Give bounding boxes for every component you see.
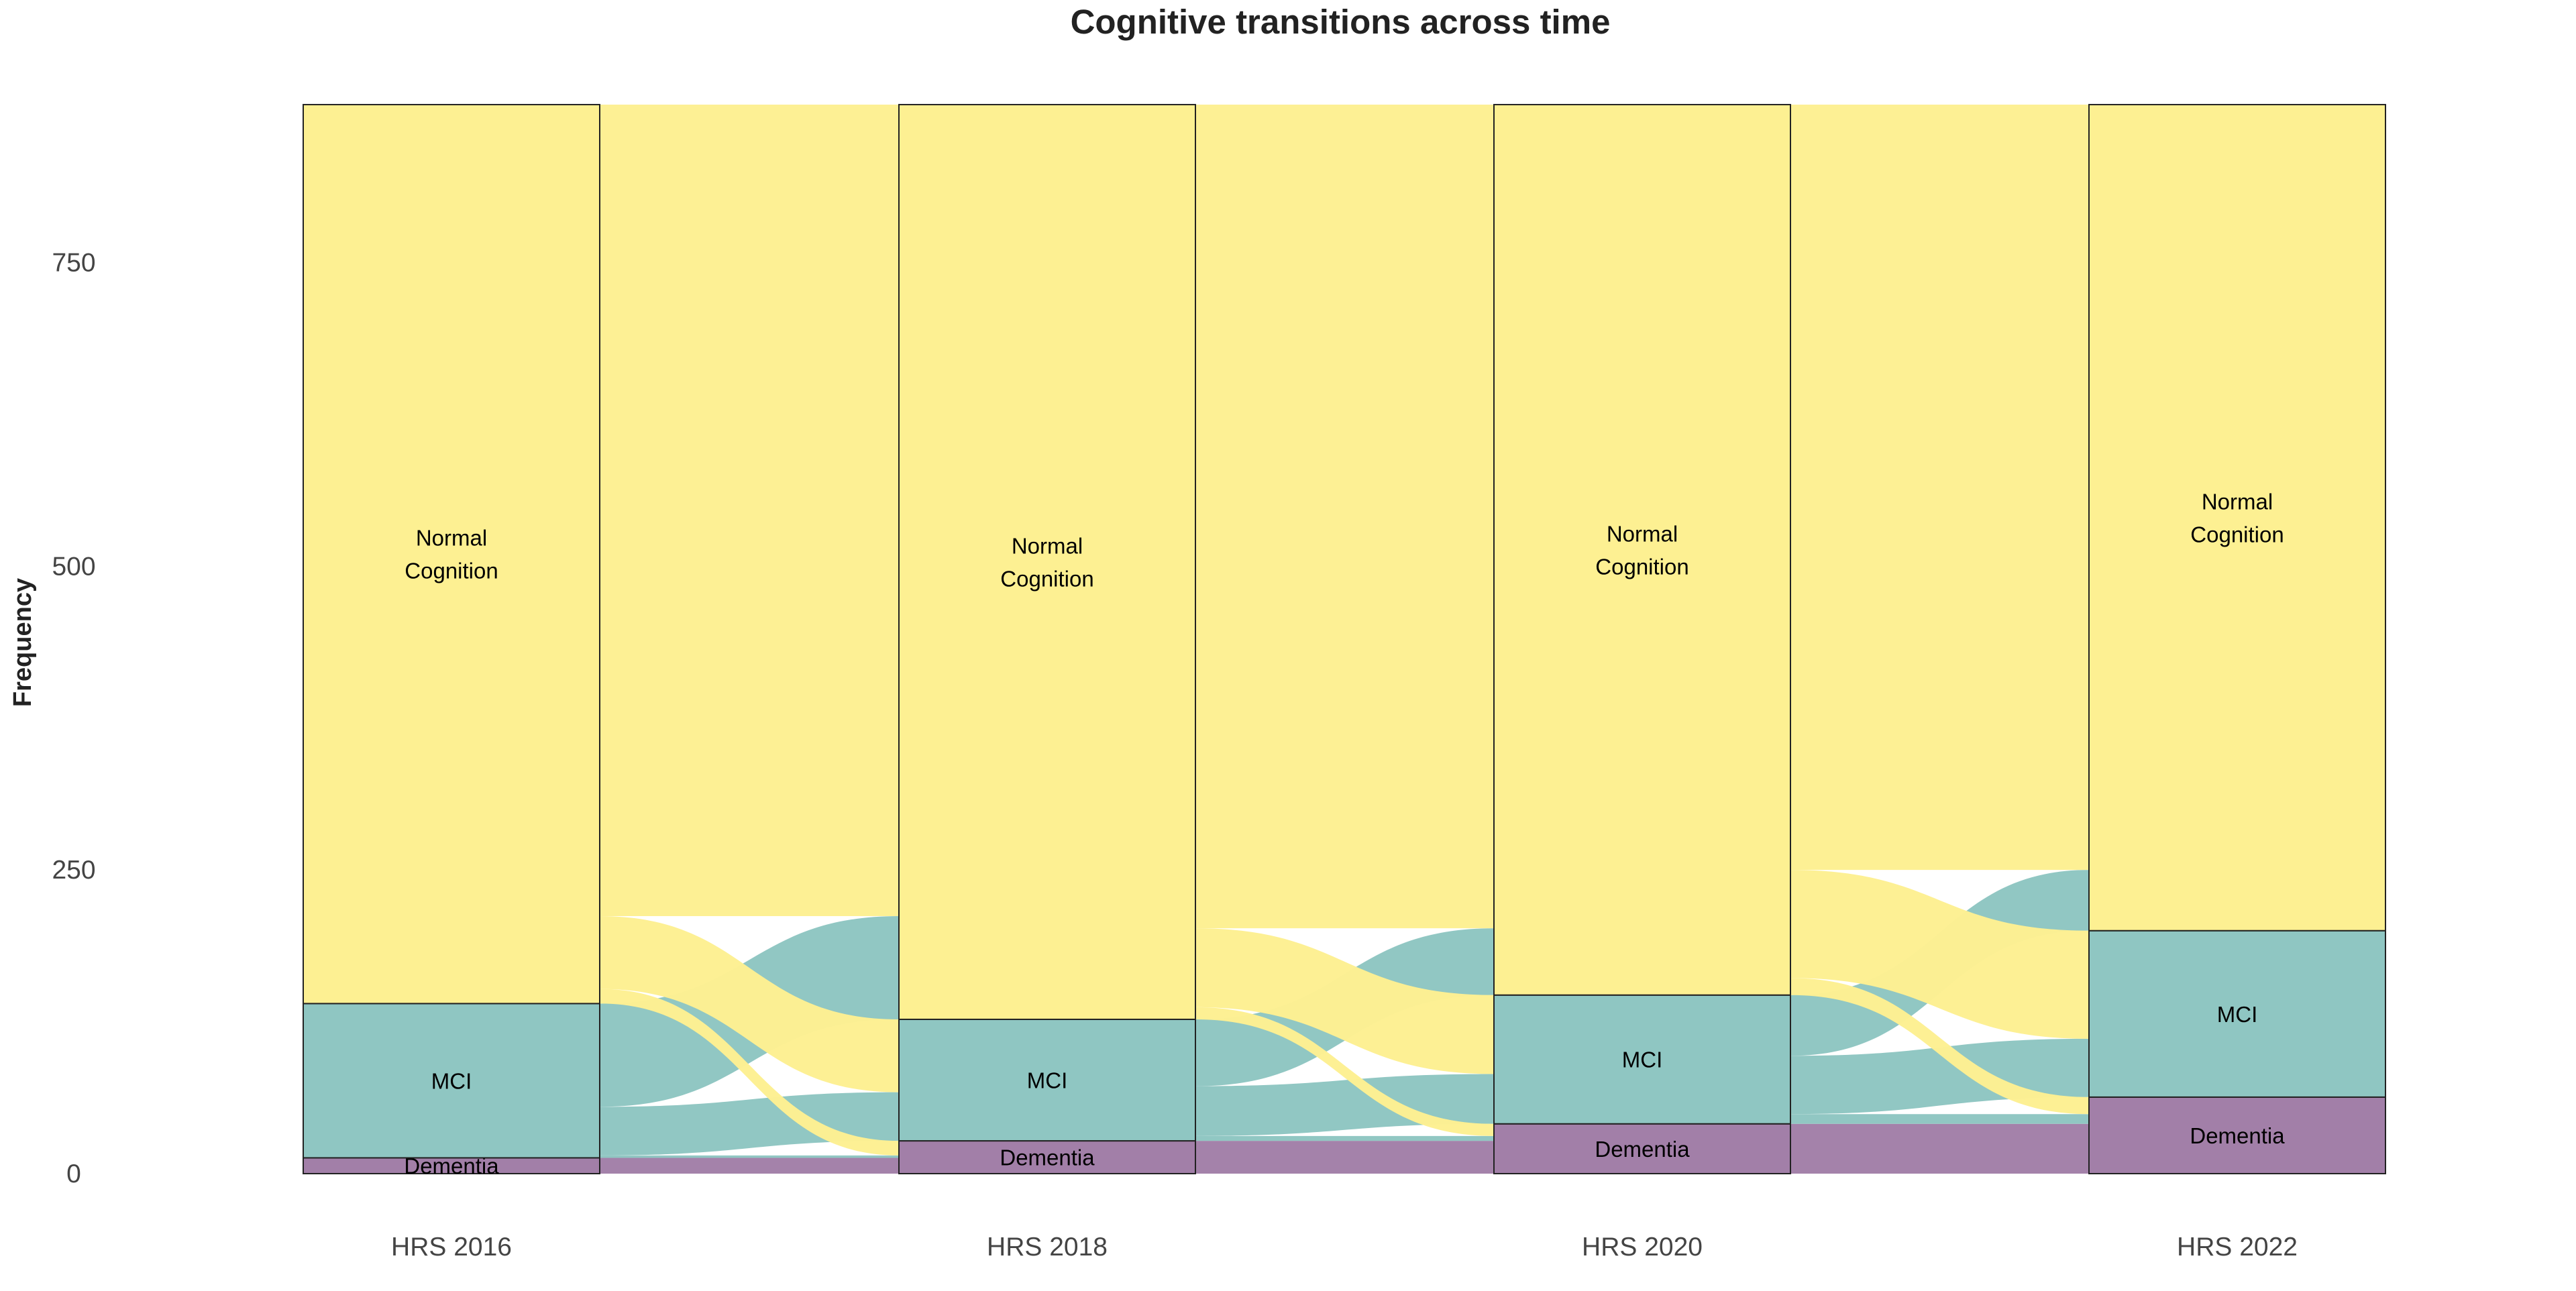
stratum-3-dementia	[2088, 1096, 2386, 1175]
flow-2-normal-cognition-to-dementia	[1790, 978, 2089, 1115]
y-tick-500: 500	[52, 552, 95, 581]
flow-2-dementia-to-dementia	[1790, 1123, 2089, 1174]
flow-1-normal-cognition-to-mci	[1195, 928, 1494, 1074]
flow-1-dementia-to-dementia	[1195, 1141, 1494, 1174]
x-tick-hrs-2018: HRS 2018	[987, 1233, 1108, 1261]
stratum-label-3-dementia: Dementia	[2190, 1123, 2285, 1148]
y-tick-0: 0	[66, 1160, 81, 1188]
stratum-2-mci	[1493, 994, 1791, 1125]
flow-2-mci-to-dementia	[1790, 1114, 2089, 1124]
x-tick-hrs-2022: HRS 2022	[2177, 1233, 2298, 1261]
flows-layer	[600, 104, 2089, 1174]
stratum-label-1-normal-cognition: Normal Cognition	[1000, 533, 1093, 591]
flow-1-mci-to-dementia	[1195, 1135, 1494, 1141]
stratum-3-mci	[2088, 930, 2386, 1098]
flow-2-normal-cognition-to-normal-cognition	[1790, 104, 2089, 871]
stratum-label-2-normal-cognition: Normal Cognition	[1595, 521, 1688, 579]
y-tick-750: 750	[52, 248, 95, 277]
stratum-label-1-dementia: Dementia	[1000, 1145, 1095, 1170]
x-tick-hrs-2016: HRS 2016	[391, 1233, 512, 1261]
flow-0-dementia-to-dementia	[600, 1158, 899, 1174]
stratum-2-dementia	[1493, 1123, 1791, 1174]
stratum-label-3-mci: MCI	[2217, 1002, 2258, 1027]
stratum-3-normal-cognition	[2088, 103, 2386, 932]
stratum-label-1-mci: MCI	[1027, 1068, 1068, 1093]
x-axis-ticks: HRS 2016 HRS 2018 HRS 2020 HRS 2022	[391, 1233, 2298, 1261]
flow-2-normal-cognition-to-mci	[1790, 870, 2089, 1039]
flow-0-mci-to-dementia	[600, 1155, 899, 1158]
flow-0-mci-to-mci	[600, 1092, 899, 1156]
stratum-1-dementia	[898, 1140, 1196, 1174]
strata-layer: Dementia MCI Normal Cognition Dementia MCI Nor…	[303, 103, 2386, 1178]
flow-0-normal-cognition-to-normal-cognition	[600, 104, 899, 916]
flow-0-normal-cognition-to-dementia	[600, 989, 899, 1156]
chart-title: Cognitive transitions across time	[1071, 3, 1611, 41]
stratum-2-normal-cognition	[1493, 103, 1791, 996]
stratum-label-0-normal-cognition: Normal Cognition	[405, 526, 498, 583]
stratum-label-2-mci: MCI	[1622, 1048, 1663, 1072]
flow-0-normal-cognition-to-mci	[600, 915, 899, 1092]
y-axis-label: Frequency	[9, 578, 37, 707]
y-axis-ticks: 0 250 500 750	[52, 248, 95, 1188]
y-tick-250: 250	[52, 856, 95, 885]
stratum-label-0-mci: MCI	[431, 1068, 472, 1093]
flow-1-normal-cognition-to-normal-cognition	[1195, 104, 1494, 929]
stratum-label-2-dementia: Dementia	[1595, 1137, 1690, 1162]
stratum-1-normal-cognition	[898, 103, 1196, 1020]
flow-1-normal-cognition-to-dementia	[1195, 1007, 1494, 1136]
stratum-label-3-normal-cognition: Normal Cognition	[2190, 489, 2284, 547]
stratum-0-normal-cognition	[303, 103, 600, 1005]
x-tick-hrs-2020: HRS 2020	[1582, 1233, 1703, 1261]
